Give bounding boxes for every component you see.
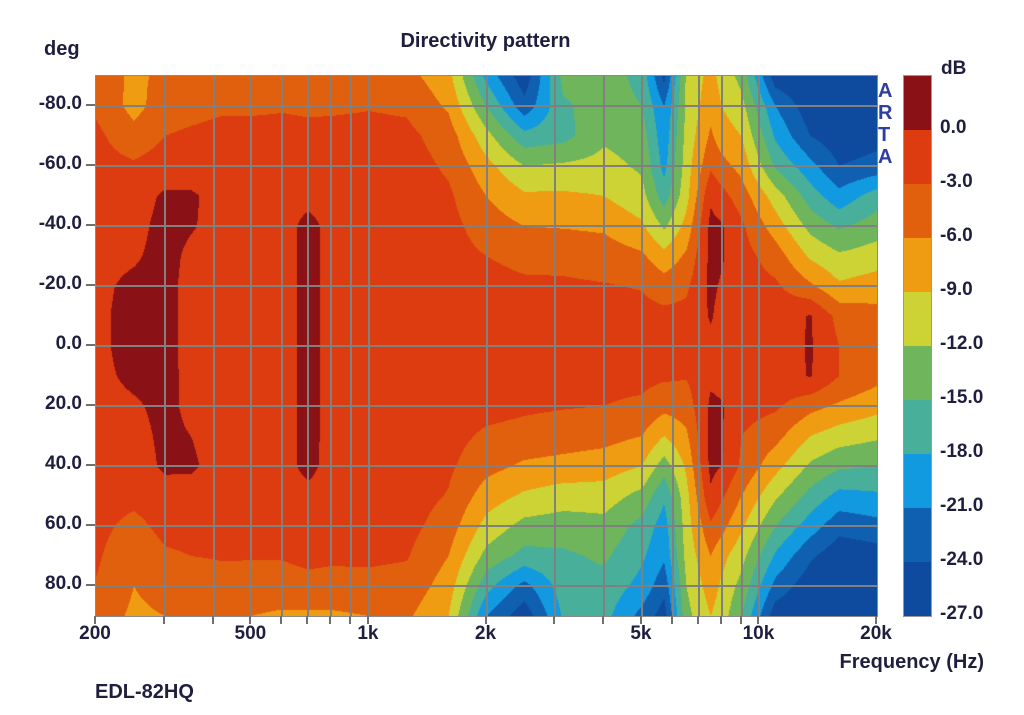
x-axis-tick — [162, 616, 165, 624]
device-name-label: EDL-82HQ — [95, 681, 194, 703]
colorbar-label: -15.0 — [940, 386, 984, 408]
gridline-horizontal — [96, 345, 877, 347]
gridline-horizontal — [96, 585, 877, 587]
gridline-horizontal — [96, 405, 877, 407]
x-axis-tick — [349, 616, 352, 624]
y-axis-tick — [86, 104, 95, 106]
plot-area — [95, 75, 878, 617]
colorbar-segment — [904, 238, 931, 292]
x-tick-label: 200 — [79, 623, 111, 644]
colorbar-segment — [904, 400, 931, 454]
colorbar-segment — [904, 346, 931, 400]
colorbar-segment — [904, 562, 931, 616]
colorbar-label: -27.0 — [940, 602, 984, 624]
x-tick-label: 5k — [630, 623, 652, 644]
gridline-horizontal — [96, 105, 877, 107]
x-tick-label: 10k — [742, 623, 775, 644]
y-tick-label: 0.0 — [55, 332, 82, 354]
y-axis-label: deg — [44, 38, 80, 60]
x-axis-tick — [696, 616, 699, 624]
x-axis-tick — [553, 616, 556, 624]
x-tick-label: 20k — [860, 623, 892, 644]
colorbar-label: -12.0 — [940, 332, 984, 354]
colorbar-segment — [904, 130, 931, 184]
colorbar-label: 0.0 — [940, 116, 967, 138]
y-axis-tick — [86, 584, 95, 586]
x-axis-tick — [211, 616, 214, 624]
watermark-letter: A — [878, 80, 893, 102]
y-tick-label: -80.0 — [38, 92, 82, 114]
x-axis-tick — [757, 616, 760, 624]
y-tick-label: 80.0 — [45, 572, 82, 594]
x-axis-tick — [602, 616, 605, 624]
colorbar-label: -21.0 — [940, 494, 984, 516]
y-tick-label: -40.0 — [38, 212, 82, 234]
colorbar-label: -24.0 — [940, 548, 984, 570]
y-axis-tick — [86, 404, 95, 406]
gridline-horizontal — [96, 165, 877, 167]
colorbar-segment — [904, 508, 931, 562]
y-tick-label: 40.0 — [45, 452, 82, 474]
x-axis-tick — [366, 616, 369, 624]
x-tick-label: 1k — [357, 623, 379, 644]
y-tick-label: -60.0 — [38, 152, 82, 174]
x-axis-tick — [875, 616, 877, 624]
x-axis-tick — [670, 616, 673, 624]
y-axis-tick — [86, 344, 95, 346]
y-tick-label: 20.0 — [45, 392, 82, 414]
x-axis-tick — [639, 616, 642, 624]
gridline-horizontal — [96, 465, 877, 467]
colorbar — [903, 75, 932, 617]
y-axis-tick — [86, 164, 95, 166]
colorbar-segment — [904, 76, 931, 130]
x-axis-label: Frequency (Hz) — [839, 651, 984, 673]
x-tick-label: 500 — [234, 623, 267, 644]
x-axis-tick — [280, 616, 283, 624]
colorbar-title: dB — [941, 58, 967, 79]
y-axis-tick — [86, 284, 95, 286]
colorbar-label: -6.0 — [940, 224, 973, 246]
colorbar-label: -9.0 — [940, 278, 973, 300]
x-axis-tick — [249, 616, 252, 624]
y-tick-label: -20.0 — [38, 272, 82, 294]
x-axis-tick — [306, 616, 309, 624]
x-axis-tick — [94, 616, 96, 624]
colorbar-segment — [904, 454, 931, 508]
y-tick-label: 60.0 — [45, 512, 82, 534]
watermark-letter: R — [878, 102, 893, 124]
colorbar-label: -3.0 — [940, 170, 973, 192]
y-axis-tick — [86, 524, 95, 526]
x-axis-tick — [329, 616, 332, 624]
colorbar-segment — [904, 184, 931, 238]
watermark-letter: T — [878, 124, 891, 146]
gridline-horizontal — [96, 525, 877, 527]
x-axis-tick — [719, 616, 722, 624]
x-axis-tick — [739, 616, 742, 624]
watermark-letter: A — [878, 146, 893, 168]
x-axis-tick — [484, 616, 487, 624]
gridline-horizontal — [96, 285, 877, 287]
chart-title: Directivity pattern — [400, 30, 571, 52]
colorbar-segment — [904, 292, 931, 346]
x-tick-label: 2k — [474, 623, 497, 644]
y-axis-tick — [86, 464, 95, 466]
colorbar-label: -18.0 — [940, 440, 984, 462]
y-axis-tick — [86, 224, 95, 226]
gridline-horizontal — [96, 225, 877, 227]
